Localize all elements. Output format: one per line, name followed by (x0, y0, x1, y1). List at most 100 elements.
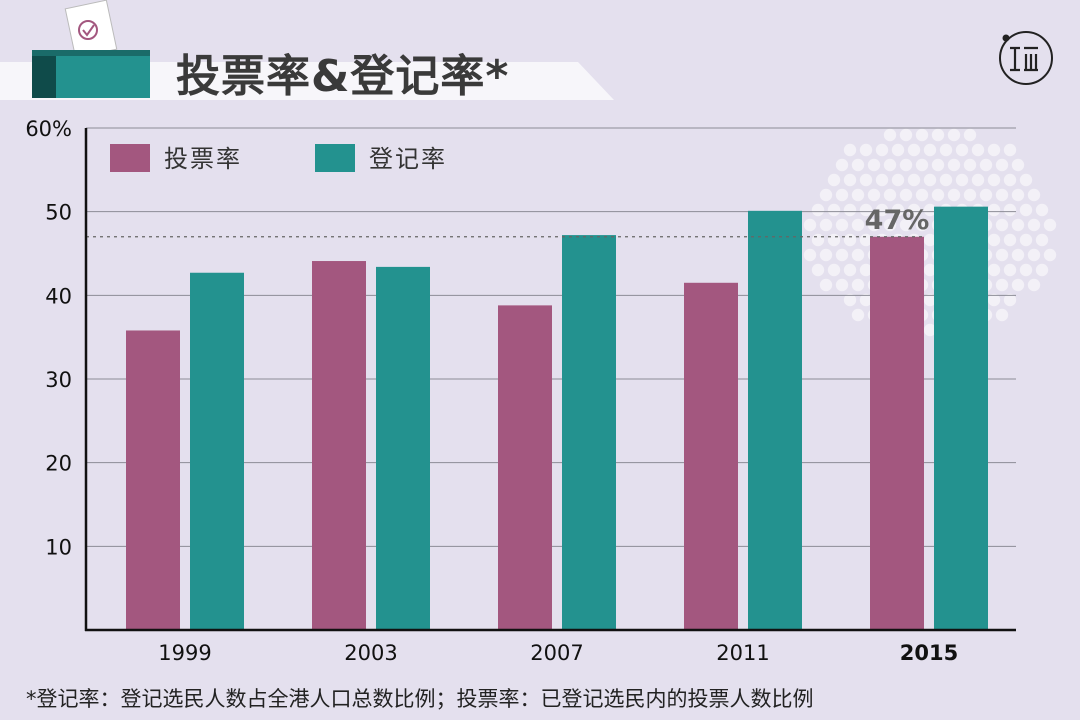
map-dot (939, 143, 953, 157)
map-dot (883, 128, 897, 142)
map-dot (875, 203, 889, 217)
map-dot (867, 218, 881, 232)
map-dot (995, 218, 1009, 232)
map-dot (1027, 218, 1041, 232)
map-dot (851, 158, 865, 172)
map-dot (915, 188, 929, 202)
map-dot (867, 158, 881, 172)
x-tick-label: 2011 (716, 641, 769, 665)
map-dot (883, 158, 897, 172)
y-tick-label: 20 (45, 452, 72, 476)
map-dot (947, 158, 961, 172)
map-dot (923, 143, 937, 157)
legend-swatch (110, 144, 150, 172)
map-dot (987, 233, 1001, 247)
registration-bar (934, 206, 988, 630)
turnout-bar (312, 261, 366, 630)
header-band (0, 0, 614, 100)
map-dot (963, 158, 977, 172)
map-dot (835, 188, 849, 202)
map-dot (843, 173, 857, 187)
map-dot (859, 143, 873, 157)
map-dot (1011, 158, 1025, 172)
map-dot (1035, 233, 1049, 247)
map-dot (947, 128, 961, 142)
map-dot (899, 218, 913, 232)
map-dot (1027, 188, 1041, 202)
y-tick-label: 60% (25, 117, 72, 141)
legend-swatch (315, 144, 355, 172)
map-dot (835, 248, 849, 262)
map-dot (1035, 203, 1049, 217)
map-dot (851, 188, 865, 202)
map-dot (987, 263, 1001, 277)
x-tick-label: 2003 (344, 641, 397, 665)
x-tick-label: 2015 (900, 641, 958, 665)
map-dot (867, 188, 881, 202)
turnout-bar (684, 282, 738, 630)
legend-label: 投票率 (164, 145, 242, 173)
map-dot (811, 233, 825, 247)
map-dot (859, 173, 873, 187)
map-dot (835, 158, 849, 172)
map-dot (907, 143, 921, 157)
legend-label: 登记率 (369, 145, 447, 173)
map-dot (851, 218, 865, 232)
map-dot (899, 128, 913, 142)
map-dot (891, 203, 905, 217)
map-dot (875, 143, 889, 157)
map-dot (923, 293, 937, 307)
map-dot (899, 188, 913, 202)
map-dot (1035, 263, 1049, 277)
map-dot (891, 143, 905, 157)
map-dot (1011, 278, 1025, 292)
y-tick-label: 30 (45, 368, 72, 392)
map-dot (859, 293, 873, 307)
map-dot (851, 278, 865, 292)
map-dot (1011, 218, 1025, 232)
map-dot (883, 218, 897, 232)
map-dot (827, 263, 841, 277)
map-dot (875, 173, 889, 187)
map-dot (923, 323, 937, 337)
map-dot (915, 218, 929, 232)
map-dot (995, 248, 1009, 262)
map-dot (995, 158, 1009, 172)
map-dot (843, 203, 857, 217)
map-dot (931, 188, 945, 202)
map-dot (1043, 248, 1057, 262)
turnout-bar (126, 330, 180, 630)
map-dot (899, 158, 913, 172)
map-dot (859, 233, 873, 247)
map-dot (1027, 278, 1041, 292)
map-dot (1027, 248, 1041, 262)
map-dot (995, 308, 1009, 322)
map-dot (979, 188, 993, 202)
y-tick-label: 40 (45, 284, 72, 308)
registration-bar (376, 266, 430, 630)
turnout-bar (870, 236, 924, 630)
registration-bar (190, 272, 244, 630)
map-dot (923, 263, 937, 277)
map-dot (955, 173, 969, 187)
map-dot (907, 203, 921, 217)
map-dot (1003, 233, 1017, 247)
map-dot (1019, 233, 1033, 247)
annotation-label: 47% (865, 205, 930, 236)
map-dot (939, 173, 953, 187)
map-dot (1011, 248, 1025, 262)
map-dot (843, 263, 857, 277)
map-dot (923, 233, 937, 247)
map-dot (835, 278, 849, 292)
registration-bar (562, 235, 616, 631)
initium-logo-icon (999, 31, 1053, 85)
map-dot (819, 248, 833, 262)
map-dot (859, 263, 873, 277)
map-dot (987, 143, 1001, 157)
map-dot (811, 263, 825, 277)
map-dot (827, 203, 841, 217)
map-dot (851, 308, 865, 322)
map-dot (843, 233, 857, 247)
map-dot (987, 173, 1001, 187)
ballot-box-icon (32, 0, 150, 98)
